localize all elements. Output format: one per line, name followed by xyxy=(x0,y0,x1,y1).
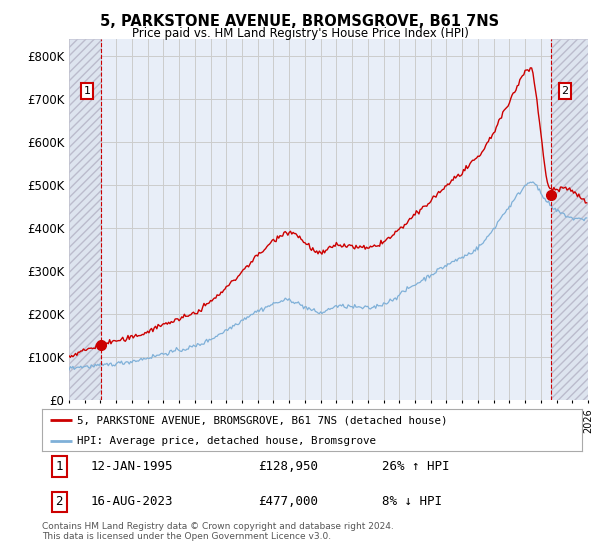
Text: 8% ↓ HPI: 8% ↓ HPI xyxy=(382,496,442,508)
Text: 12-JAN-1995: 12-JAN-1995 xyxy=(91,460,173,473)
Text: 2: 2 xyxy=(56,496,63,508)
Text: 5, PARKSTONE AVENUE, BROMSGROVE, B61 7NS: 5, PARKSTONE AVENUE, BROMSGROVE, B61 7NS xyxy=(100,14,500,29)
Text: £128,950: £128,950 xyxy=(258,460,318,473)
Text: 26% ↑ HPI: 26% ↑ HPI xyxy=(382,460,450,473)
Text: HPI: Average price, detached house, Bromsgrove: HPI: Average price, detached house, Brom… xyxy=(77,436,376,446)
Text: Contains HM Land Registry data © Crown copyright and database right 2024.
This d: Contains HM Land Registry data © Crown c… xyxy=(42,522,394,542)
Text: Price paid vs. HM Land Registry's House Price Index (HPI): Price paid vs. HM Land Registry's House … xyxy=(131,27,469,40)
Text: 5, PARKSTONE AVENUE, BROMSGROVE, B61 7NS (detached house): 5, PARKSTONE AVENUE, BROMSGROVE, B61 7NS… xyxy=(77,415,448,425)
Text: 1: 1 xyxy=(83,86,91,96)
Text: 16-AUG-2023: 16-AUG-2023 xyxy=(91,496,173,508)
Text: £477,000: £477,000 xyxy=(258,496,318,508)
Text: 2: 2 xyxy=(562,86,568,96)
Text: 1: 1 xyxy=(56,460,63,473)
